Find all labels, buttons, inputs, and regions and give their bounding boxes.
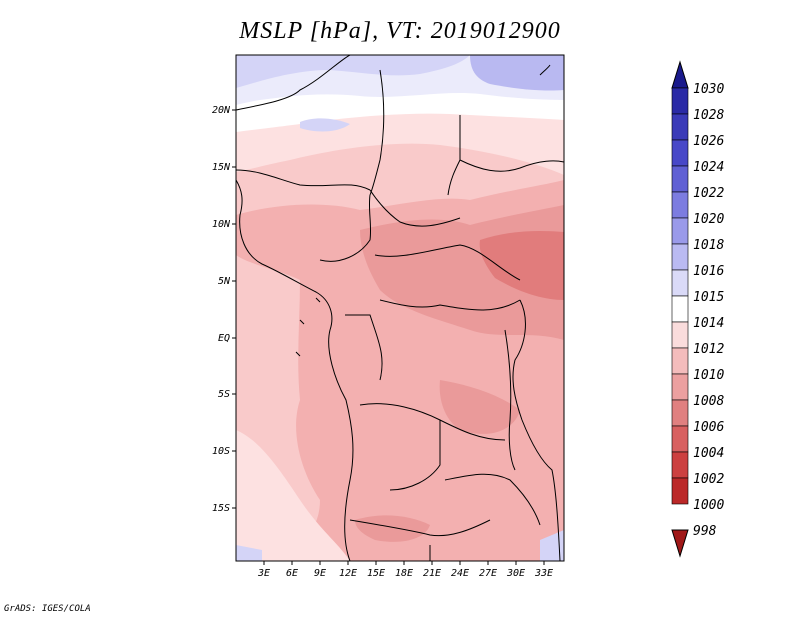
border-car (374, 244, 521, 281)
lon-tick-label: 30E (506, 568, 525, 579)
lat-tick-label: EQ (218, 333, 230, 344)
colorbar-box (671, 295, 689, 323)
colorbar-box (671, 269, 689, 297)
lat-tick-label: 10S (212, 446, 230, 457)
colorbar-label: 1014 (693, 316, 724, 331)
latitude-axis: 20N 15N 10N 5N EQ 5S 10S 15S (212, 105, 236, 514)
colorbar-label: 1028 (693, 108, 724, 123)
colorbar-label: 1018 (693, 238, 724, 253)
lat-tick-label: 5S (218, 389, 230, 400)
colorbar-label: 1000 (693, 498, 724, 513)
colorbar-box (671, 477, 689, 505)
colorbar-label: 1030 (693, 82, 724, 97)
border-angola-e (389, 420, 441, 491)
border-n1 (236, 55, 351, 111)
colorbar-label: 1012 (693, 342, 724, 357)
colorbar-label: 1024 (693, 160, 724, 175)
field-cool3-ne (470, 55, 564, 91)
coastline-west (236, 179, 354, 561)
colorbar-label: 1010 (693, 368, 724, 383)
east-boundary (512, 299, 561, 561)
colorbar-box (671, 399, 689, 427)
field-warm4-south (439, 380, 520, 434)
colorbar-box (671, 113, 689, 141)
colorbar-label: 1006 (693, 420, 724, 435)
colorbar-label: 1022 (693, 186, 724, 201)
field-cool2-patch (300, 118, 350, 132)
colorbar-box (671, 165, 689, 193)
colorbar-top-arrow (671, 60, 689, 89)
field-cool2-se (540, 530, 564, 561)
colorbar-box (671, 425, 689, 453)
colorbar-label: 1002 (693, 472, 724, 487)
colorbar: 1030 1028 1026 1024 1022 1020 1018 1016 … (671, 60, 724, 558)
coast-ne (539, 64, 551, 76)
colorbar-box (671, 217, 689, 245)
border-zambia (444, 473, 541, 526)
colorbar-bottom-arrow (671, 529, 689, 558)
border-n3 (447, 115, 461, 196)
colorbar-label: 1008 (693, 394, 724, 409)
field-warm4-kalahari (355, 515, 430, 542)
colorbar-box (671, 373, 689, 401)
colorbar-label: 998 (693, 524, 717, 539)
lon-tick-label: 15E (367, 568, 385, 579)
lon-tick-label: 27E (479, 568, 497, 579)
lon-tick-label: 9E (314, 568, 326, 579)
lat-tick-label: 5N (218, 276, 231, 287)
lon-tick-label: 18E (395, 568, 413, 579)
colorbar-box (671, 451, 689, 479)
chart-title: MSLP [hPa], VT: 2019012900 (239, 18, 561, 44)
colorbar-label: 1016 (693, 264, 724, 279)
footer-credit: GrADS: IGES/COLA (4, 604, 91, 614)
border-sahel1 (236, 169, 371, 191)
field-warm1-south (236, 430, 350, 561)
longitude-axis: 3E 6E 9E 12E 15E 18E 21E 24E 27E 30E 33E (257, 561, 553, 579)
lon-tick-label: 3E (257, 568, 270, 579)
colorbar-label: 1020 (693, 212, 724, 227)
border-sahel2 (369, 189, 461, 227)
border-namibia (349, 519, 491, 537)
border-nigeria (319, 194, 372, 262)
lat-tick-label: 10N (212, 219, 231, 230)
field-cool2-sw (236, 545, 262, 561)
colorbar-box (671, 191, 689, 219)
colorbar-box (671, 347, 689, 375)
colorbar-label: 1026 (693, 134, 724, 149)
lat-tick-label: 20N (212, 105, 231, 116)
lon-tick-label: 6E (286, 568, 298, 579)
colorbar-box (671, 139, 689, 167)
colorbar-label: 1015 (693, 290, 724, 305)
border-congo-n (379, 299, 521, 311)
lat-tick-label: 15N (212, 162, 231, 173)
colorbar-box (671, 243, 689, 271)
lon-tick-label: 33E (534, 568, 553, 579)
rift-lakes (504, 329, 516, 471)
field-cool2-north (236, 55, 470, 88)
lat-tick-label: 15S (212, 503, 230, 514)
colorbar-box (671, 321, 689, 349)
colorbar-label: 1004 (693, 446, 724, 461)
border-sahel3 (459, 159, 564, 172)
map-frame (235, 54, 565, 562)
pressure-field (236, 55, 564, 561)
lon-tick-label: 12E (339, 568, 357, 579)
lon-tick-label: 24E (451, 568, 469, 579)
field-warm5-low (479, 230, 564, 300)
coastlines (236, 55, 564, 561)
border-angola-n (359, 403, 506, 441)
border-n2 (369, 69, 385, 196)
colorbar-box (671, 87, 689, 115)
islands (295, 297, 321, 357)
border-gabon (345, 314, 383, 381)
lon-tick-label: 21E (423, 568, 441, 579)
